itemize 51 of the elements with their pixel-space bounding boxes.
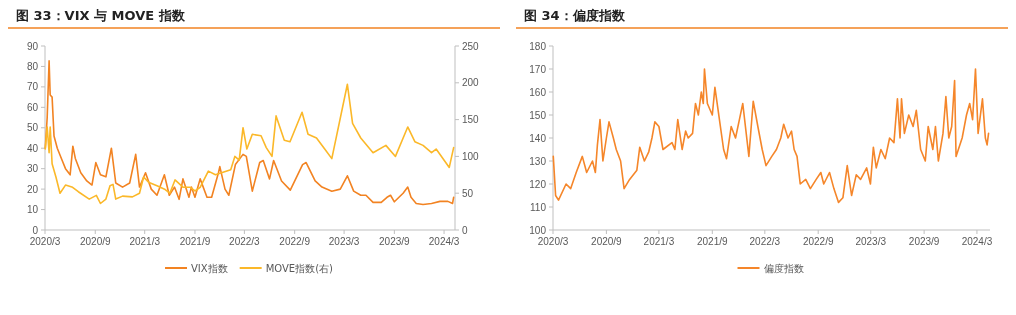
y2-tick-label: 150 (462, 114, 480, 126)
y-tick-label: 170 (529, 63, 547, 75)
y-tick-label: 100 (529, 224, 547, 236)
y-tick-label: 130 (529, 155, 547, 167)
line-series (44, 83, 455, 205)
legend-label: 偏度指数 (763, 262, 804, 274)
line-series (44, 60, 455, 206)
x-tick-label: 2021/9 (179, 236, 211, 247)
y-tick-label: 180 (529, 40, 547, 52)
y-tick-label: 10 (26, 204, 39, 216)
y-tick-label: 160 (529, 86, 547, 98)
chart-title: 图 33：VIX 与 MOVE 指数 (16, 8, 186, 23)
y-tick-label: 110 (530, 201, 547, 213)
x-tick-label: 2022/9 (279, 236, 311, 247)
x-tick-label: 2022/3 (749, 236, 781, 247)
y2-tick-label: 0 (462, 224, 468, 236)
y2-tick-label: 250 (462, 40, 480, 52)
x-tick-label: 2023/3 (855, 236, 887, 247)
x-tick-label: 2024/3 (428, 236, 460, 247)
x-tick-label: 2020/3 (29, 236, 61, 247)
x-tick-label: 2020/3 (537, 236, 569, 247)
y-tick-label: 20 (26, 183, 39, 195)
line-series (552, 68, 990, 204)
x-tick-label: 2020/9 (79, 236, 111, 247)
x-tick-label: 2022/9 (802, 236, 834, 247)
legend-label: MOVE指数(右) (265, 262, 334, 274)
y-tick-label: 50 (26, 122, 39, 134)
y-tick-label: 60 (26, 101, 39, 113)
y-tick-label: 150 (529, 109, 547, 121)
y2-tick-label: 100 (462, 150, 480, 162)
y-tick-label: 0 (32, 224, 39, 236)
x-tick-label: 2021/9 (697, 236, 729, 247)
y-tick-label: 140 (529, 132, 547, 144)
x-tick-label: 2020/9 (591, 236, 623, 247)
y-tick-label: 30 (26, 163, 39, 175)
y-tick-label: 90 (26, 40, 39, 52)
x-tick-label: 2023/9 (908, 236, 940, 247)
x-tick-label: 2021/3 (129, 236, 161, 247)
x-tick-label: 2022/3 (229, 236, 261, 247)
chart-title: 图 34：偏度指数 (524, 8, 626, 23)
y-tick-label: 80 (26, 60, 39, 72)
y-tick-label: 70 (26, 81, 39, 93)
y-tick-label: 120 (529, 178, 547, 190)
y-tick-label: 40 (26, 142, 39, 154)
legend-label: VIX指数 (191, 262, 228, 274)
x-tick-label: 2024/3 (961, 236, 993, 247)
y2-tick-label: 50 (462, 187, 474, 199)
x-tick-label: 2023/9 (379, 236, 411, 247)
y2-tick-label: 200 (462, 77, 480, 89)
x-tick-label: 2021/3 (643, 236, 675, 247)
x-tick-label: 2023/3 (328, 236, 360, 247)
